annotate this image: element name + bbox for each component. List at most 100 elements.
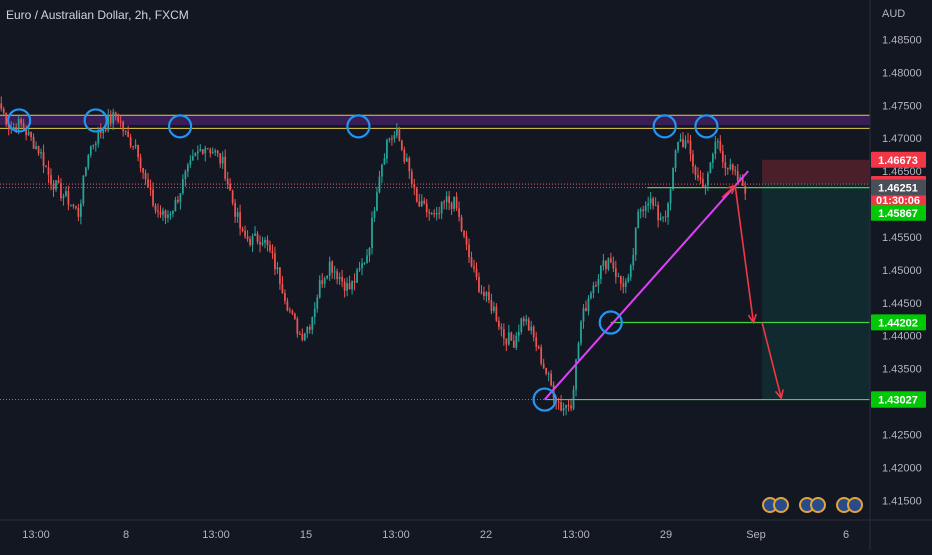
candle-body (174, 199, 177, 211)
candle-body (530, 326, 533, 331)
candle-body (246, 236, 249, 240)
coin-icon-group-3[interactable] (836, 497, 863, 513)
arrow-head (774, 389, 784, 401)
candle-body (328, 261, 331, 276)
candle-body (744, 185, 747, 194)
pivot-circle (694, 114, 719, 139)
candle-body (293, 313, 296, 319)
x-tick-label: 13:00 (202, 529, 230, 541)
candle-body (209, 149, 212, 154)
candle-body (383, 158, 386, 165)
candle-body (189, 160, 192, 165)
candle-body (159, 212, 162, 215)
candle-body (512, 340, 515, 348)
candle-body (67, 191, 70, 205)
candle-body (699, 177, 702, 180)
candle-body (498, 320, 500, 328)
candle-body (473, 266, 475, 269)
candle-body (505, 338, 508, 345)
candle-body (316, 297, 319, 309)
pivot-circle (598, 310, 623, 335)
candle-body (45, 166, 47, 168)
y-tick-label: 1.44000 (882, 331, 922, 343)
candle-body (689, 140, 692, 155)
indicator-icons[interactable] (762, 497, 863, 513)
candle-body (356, 269, 358, 283)
candle-body (418, 201, 421, 207)
candle-body (77, 207, 80, 217)
coin-icon-group-1[interactable] (762, 497, 789, 513)
candle-body (321, 280, 324, 284)
candle-body (502, 329, 505, 339)
candle-body (296, 318, 299, 334)
candle-body (627, 277, 630, 282)
candle-body (587, 298, 590, 312)
candle-body (659, 217, 662, 221)
pivot-circle (83, 108, 108, 133)
candle-body (127, 131, 130, 137)
coin-icon-group-2[interactable] (799, 497, 826, 513)
candle-body (692, 154, 694, 167)
candle-body (149, 187, 152, 190)
candle-body (386, 140, 388, 159)
candle-body (60, 183, 62, 199)
candle-body (368, 248, 371, 256)
svg-text:1.44202: 1.44202 (878, 317, 918, 329)
candle-body (413, 183, 416, 189)
candle-body (741, 177, 744, 186)
candle-body (286, 300, 289, 311)
candle-body (565, 404, 567, 409)
candle-body (147, 179, 149, 188)
candle-body (592, 285, 595, 293)
projection-arrow (734, 185, 755, 323)
projection-arrow (761, 322, 783, 399)
candle-body (27, 131, 30, 136)
candle-body (545, 367, 548, 374)
candle-body (17, 119, 20, 132)
candle-body (216, 150, 219, 154)
candle-body (721, 151, 724, 163)
candle-body (517, 331, 520, 336)
candle-body (336, 271, 339, 280)
candle-body (97, 130, 100, 144)
candle-body (371, 217, 373, 249)
candle-body (398, 129, 401, 141)
candle-body (612, 262, 615, 269)
candle-body (32, 137, 35, 149)
candle-body (607, 258, 610, 270)
candle-body (602, 260, 605, 266)
y-tick-label: 1.41500 (882, 495, 922, 507)
candle-body (182, 179, 184, 194)
candle-body (657, 205, 659, 221)
candle-body (525, 319, 528, 322)
candle-body (229, 183, 232, 191)
candle-body (236, 212, 239, 217)
candle-body (550, 373, 553, 386)
pivot-circle (346, 114, 371, 139)
candle-body (423, 200, 426, 204)
candle-body (331, 261, 334, 273)
candle-body (269, 245, 271, 251)
candle-body (415, 188, 418, 202)
candle-body (500, 327, 503, 330)
candle-body (177, 199, 179, 202)
candle-body (206, 148, 209, 150)
candle-body (249, 239, 251, 245)
candle-body (162, 210, 164, 215)
candle-body (639, 209, 642, 212)
candle-body (52, 184, 55, 190)
candle-body (199, 149, 202, 152)
candle-body (124, 130, 127, 132)
x-tick-label: 13:00 (382, 529, 410, 541)
candle-body (289, 310, 291, 312)
candle-body (244, 230, 246, 237)
candle-body (184, 171, 187, 180)
candle-body (540, 347, 543, 364)
candle-body (438, 213, 441, 215)
candle-body (493, 306, 495, 311)
candle-body (644, 205, 647, 211)
svg-text:1.46673: 1.46673 (878, 155, 918, 167)
candle-body (239, 212, 241, 229)
